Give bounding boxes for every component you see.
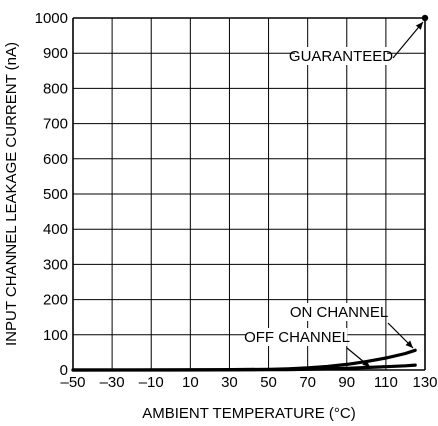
x-tick-label: 30 (221, 374, 238, 391)
annotation-arrowhead-off-channel (362, 359, 370, 367)
annotations: GUARANTEED ON CHANNEL OFF CHANNEL (244, 21, 424, 368)
y-tick-label: 100 (43, 327, 68, 344)
point-guaranteed (421, 14, 429, 22)
annotation-bg-guaranteed (295, 47, 387, 65)
x-tick-label: 90 (338, 374, 355, 391)
y-tick-label: 300 (43, 256, 68, 273)
y-tick-label: 700 (43, 116, 68, 133)
y-tick-label: 600 (43, 151, 68, 168)
x-tick-label: 10 (182, 374, 199, 391)
y-tick-label: 200 (43, 292, 68, 309)
x-tick-label: –50 (60, 374, 85, 391)
annotation-guaranteed: GUARANTEED (289, 48, 393, 65)
y-tick-label: 1000 (35, 10, 68, 27)
tick-labels: –50 –30 –10 10 30 50 70 90 110 130 0 100 200 300 400 50… (35, 10, 438, 391)
x-tick-label: 110 (374, 374, 398, 391)
y-tick-label: 800 (43, 80, 68, 97)
annotation-on-channel: ON CHANNEL (290, 304, 388, 321)
x-tick-label: 130 (412, 374, 437, 391)
x-axis-title: AMBIENT TEMPERATURE (°C) (142, 405, 356, 422)
annotation-off-channel: OFF CHANNEL (244, 329, 350, 346)
annotation-arrowhead-guaranteed (415, 22, 423, 30)
x-tick-label: 50 (260, 374, 277, 391)
x-tick-label: –30 (100, 374, 125, 391)
annotation-bg-off-channel (246, 328, 348, 346)
x-tick-label: 70 (299, 374, 316, 391)
y-axis-title: INPUT CHANNEL LEAKAGE CURRENT (nA) (3, 42, 20, 346)
series-line-off-channel (71, 363, 417, 372)
annotation-arrowhead-on-channel (405, 340, 413, 348)
y-tick-label: 400 (43, 221, 68, 238)
series-curves (71, 14, 429, 372)
x-tick-label: –10 (139, 374, 164, 391)
annotation-leader-guaranteed (392, 21, 424, 59)
y-tick-label: 0 (60, 362, 68, 379)
y-tick-label: 500 (43, 186, 68, 203)
y-tick-label: 900 (43, 45, 68, 62)
annotation-bg-on-channel (293, 303, 385, 321)
